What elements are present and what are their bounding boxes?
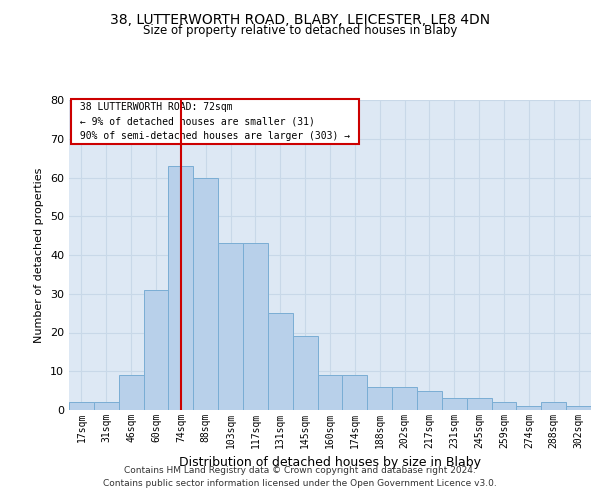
Bar [69, 402, 94, 410]
Bar [417, 390, 442, 410]
Bar [94, 402, 119, 410]
Bar [467, 398, 491, 410]
Bar [317, 375, 343, 410]
Bar [193, 178, 218, 410]
Bar [293, 336, 317, 410]
Bar [218, 244, 243, 410]
Bar [541, 402, 566, 410]
Bar [343, 375, 367, 410]
Bar [119, 375, 143, 410]
Text: Contains HM Land Registry data © Crown copyright and database right 2024.
Contai: Contains HM Land Registry data © Crown c… [103, 466, 497, 487]
Text: Size of property relative to detached houses in Blaby: Size of property relative to detached ho… [143, 24, 457, 37]
Y-axis label: Number of detached properties: Number of detached properties [34, 168, 44, 342]
Bar [517, 406, 541, 410]
Text: 38, LUTTERWORTH ROAD, BLABY, LEICESTER, LE8 4DN: 38, LUTTERWORTH ROAD, BLABY, LEICESTER, … [110, 12, 490, 26]
Bar [442, 398, 467, 410]
Bar [169, 166, 193, 410]
Bar [491, 402, 517, 410]
Bar [243, 244, 268, 410]
Bar [143, 290, 169, 410]
Text: 38 LUTTERWORTH ROAD: 72sqm
 ← 9% of detached houses are smaller (31)
 90% of sem: 38 LUTTERWORTH ROAD: 72sqm ← 9% of detac… [74, 102, 356, 141]
Bar [268, 313, 293, 410]
X-axis label: Distribution of detached houses by size in Blaby: Distribution of detached houses by size … [179, 456, 481, 469]
Bar [566, 406, 591, 410]
Bar [392, 387, 417, 410]
Bar [367, 387, 392, 410]
